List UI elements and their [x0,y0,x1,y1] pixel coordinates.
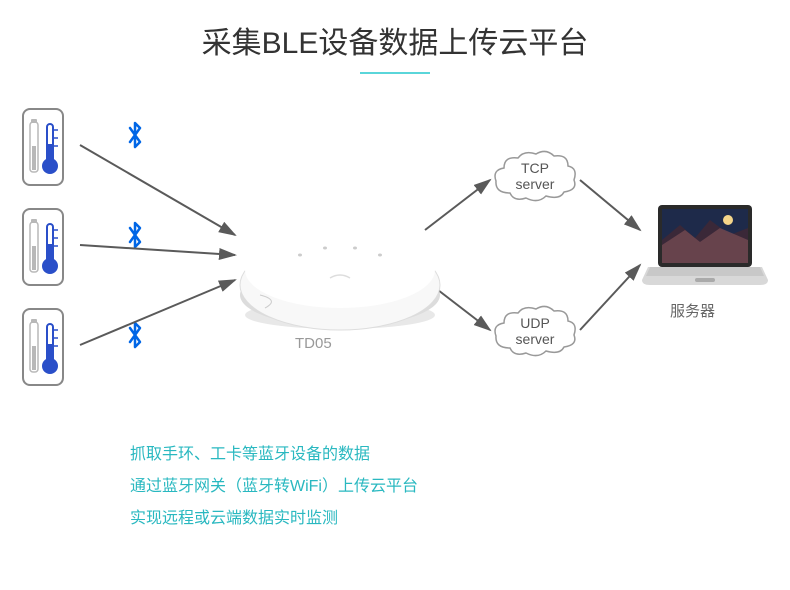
desc-line-3: 实现远程或云端数据实时监测 [130,503,418,535]
tcp-cloud-label: TCPserver [490,160,580,192]
desc-line-2: 通过蓝牙网关（蓝牙转WiFi）上传云平台 [130,471,418,503]
desc-line-1: 抓取手环、工卡等蓝牙设备的数据 [130,439,418,471]
description-block: 抓取手环、工卡等蓝牙设备的数据 通过蓝牙网关（蓝牙转WiFi）上传云平台 实现远… [130,439,418,535]
bluetooth-icon [124,120,146,150]
title-underline [360,72,430,74]
page-title: 采集BLE设备数据上传云平台 [0,0,790,62]
thermometer-battery-icon [28,116,62,180]
ble-sensor-2 [22,208,64,286]
bluetooth-icon [124,220,146,250]
server-label: 服务器 [670,300,715,321]
ble-sensor-3 [22,308,64,386]
thermometer-battery-icon [28,316,62,380]
ble-sensor-1 [22,108,64,186]
udp-cloud-label: UDPserver [490,315,580,347]
gateway-label: TD05 [295,335,332,352]
server-laptop [640,200,770,290]
bluetooth-icon [124,320,146,350]
thermometer-battery-icon [28,216,62,280]
gateway-device [230,200,450,340]
architecture-diagram: TD05 TCPserver UDPserver 服务器 [0,80,790,500]
